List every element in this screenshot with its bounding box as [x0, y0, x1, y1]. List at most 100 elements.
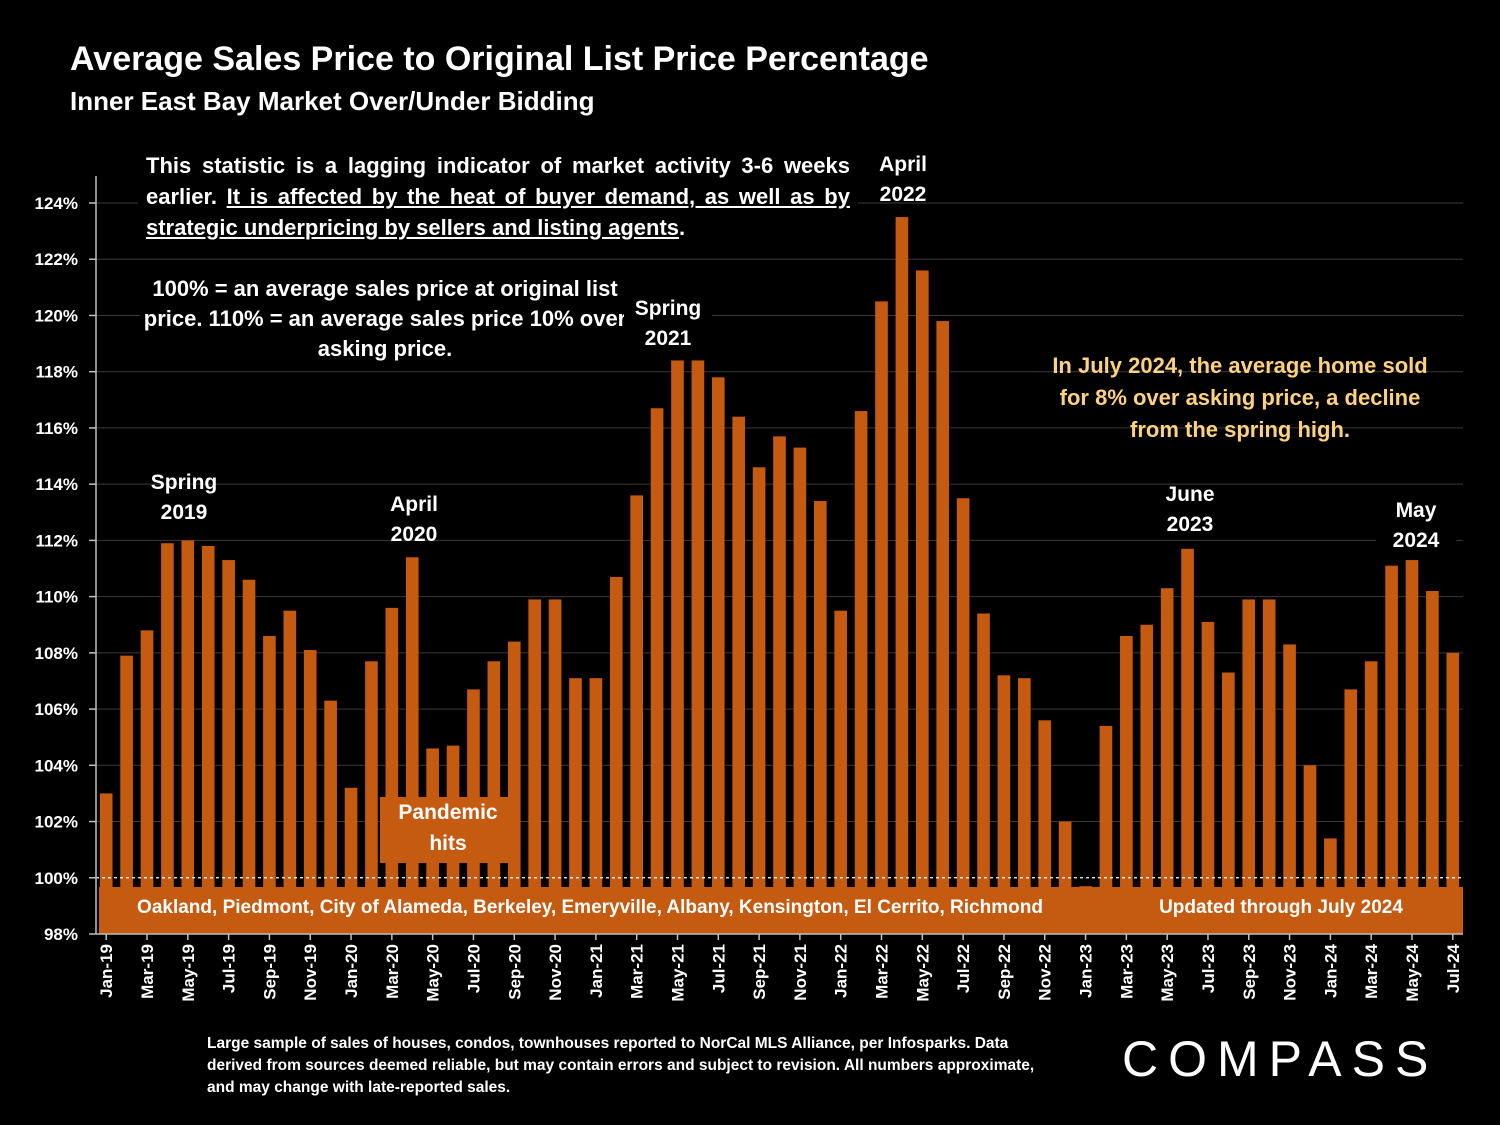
y-tick-label: 120% — [35, 306, 78, 325]
x-tick-label: Jul-23 — [1199, 944, 1218, 993]
annotation-line: 2023 — [1166, 513, 1214, 536]
x-tick-label: Jul-22 — [954, 944, 973, 993]
x-tick-label: Nov-21 — [791, 944, 810, 1001]
x-tick-label: Jan-21 — [587, 944, 606, 998]
x-tick-label: Mar-23 — [1117, 944, 1136, 999]
bar — [201, 546, 215, 934]
bar — [1262, 599, 1276, 934]
chart-title: Average Sales Price to Original List Pri… — [70, 40, 929, 78]
x-tick-label: Nov-23 — [1281, 944, 1300, 1001]
y-tick-label: 122% — [35, 250, 78, 269]
x-tick-label: Mar-19 — [138, 944, 157, 999]
annotation-line: 2021 — [644, 327, 692, 350]
bar — [1018, 678, 1031, 934]
bar — [773, 436, 786, 934]
x-tick-label: Mar-20 — [383, 944, 402, 999]
bar — [1283, 644, 1296, 934]
y-tick-label: 100% — [35, 869, 78, 888]
x-tick-label: May-20 — [424, 944, 443, 1002]
lagging-note-text: This statistic is a lagging indicator of… — [146, 153, 850, 209]
bar — [997, 675, 1011, 934]
x-tick-label: May-19 — [179, 944, 198, 1002]
bar — [1405, 560, 1419, 934]
annotation-line: April — [390, 493, 438, 516]
axes — [89, 176, 1463, 940]
annotation-line: May — [1395, 499, 1437, 522]
bar — [977, 613, 990, 934]
annotation-may-2024: May 2024 — [1376, 496, 1456, 556]
y-tick-label: 110% — [35, 588, 78, 607]
bar — [834, 610, 848, 934]
annotation-june-2023: June 2023 — [1150, 480, 1230, 540]
x-tick-label: May-21 — [668, 944, 687, 1002]
x-tick-label: Nov-20 — [546, 944, 565, 1001]
bar — [1120, 635, 1133, 934]
annotation-line: 2019 — [160, 501, 208, 524]
bar — [1426, 590, 1439, 934]
bar — [732, 416, 746, 935]
bar — [650, 408, 664, 934]
bar — [813, 501, 827, 934]
bar — [181, 540, 195, 934]
region-band — [99, 887, 1463, 934]
y-tick-label: 104% — [35, 756, 78, 775]
bar — [1242, 599, 1256, 934]
bar — [936, 321, 950, 935]
x-tick-label: Sep-19 — [260, 944, 279, 1000]
annotation-line: 2024 — [1392, 529, 1440, 552]
lagging-note-end: . — [679, 215, 686, 240]
y-tick-label: 112% — [35, 531, 78, 550]
y-tick-labels: 98% 100% 102% 104% 106% 108% 110% 112% 114% 116% 1… — [35, 194, 78, 944]
chart-subtitle: Inner East Bay Market Over/Under Bidding — [70, 86, 595, 116]
y-tick-label: 98% — [44, 925, 78, 944]
bar — [120, 655, 133, 934]
x-tick-label: May-22 — [913, 944, 932, 1002]
x-tick-label: Jul-24 — [1444, 943, 1463, 993]
y-tick-label: 118% — [35, 363, 78, 382]
x-tick-label: Jul-20 — [464, 944, 483, 993]
pandemic-line: hits — [429, 832, 467, 855]
bar — [1201, 621, 1215, 934]
x-tick-label: Jan-24 — [1321, 943, 1340, 997]
bar — [589, 678, 603, 934]
bar — [303, 650, 317, 934]
x-tick-label: Jan-22 — [832, 944, 851, 998]
bar — [956, 498, 970, 934]
bar — [691, 360, 705, 934]
bar — [609, 576, 623, 934]
source-footnote: Large sample of sales of houses, condos,… — [207, 1035, 1035, 1096]
bar — [1364, 661, 1378, 934]
bar — [630, 495, 644, 934]
annotation-april-2022: April 2022 — [863, 150, 943, 210]
annotation-spring-2019: Spring 2019 — [140, 468, 228, 528]
july-2024-note: In July 2024, the average home sold for … — [1052, 353, 1428, 442]
bar — [854, 411, 868, 934]
bar — [875, 301, 888, 935]
bar — [1181, 548, 1194, 934]
lagging-note-underlined: It is affected by the heat of buyer dema… — [146, 184, 850, 240]
x-tick-label: Mar-24 — [1362, 943, 1381, 998]
x-tick-label: May-24 — [1403, 943, 1422, 1001]
annotation-spring-2021: Spring 2021 — [624, 294, 712, 354]
annotation-line: 2020 — [390, 523, 438, 546]
bar — [242, 579, 256, 934]
bar — [569, 678, 582, 934]
regions-label: Oakland, Piedmont, City of Alameda, Berk… — [137, 897, 1043, 918]
bar — [140, 630, 154, 934]
x-tick-label: Jul-19 — [220, 944, 239, 993]
x-tick-label: Jul-21 — [709, 944, 728, 993]
bar — [263, 635, 276, 934]
pandemic-hits-callout: Pandemic hits — [380, 797, 516, 863]
bar — [711, 377, 725, 934]
x-tick-label: Mar-21 — [628, 944, 647, 999]
bars — [99, 217, 1463, 935]
bar — [1344, 689, 1358, 934]
bar — [895, 217, 909, 935]
annotation-line: Spring — [634, 297, 702, 320]
x-tick-label: Sep-20 — [505, 944, 524, 1000]
bar — [1038, 720, 1052, 934]
x-tick-label: Nov-19 — [301, 944, 320, 1001]
definition-note: 100% = an average sales price at origina… — [140, 272, 630, 366]
x-tick-label: May-23 — [1158, 944, 1177, 1002]
x-tick-label: Jan-23 — [1077, 944, 1096, 998]
